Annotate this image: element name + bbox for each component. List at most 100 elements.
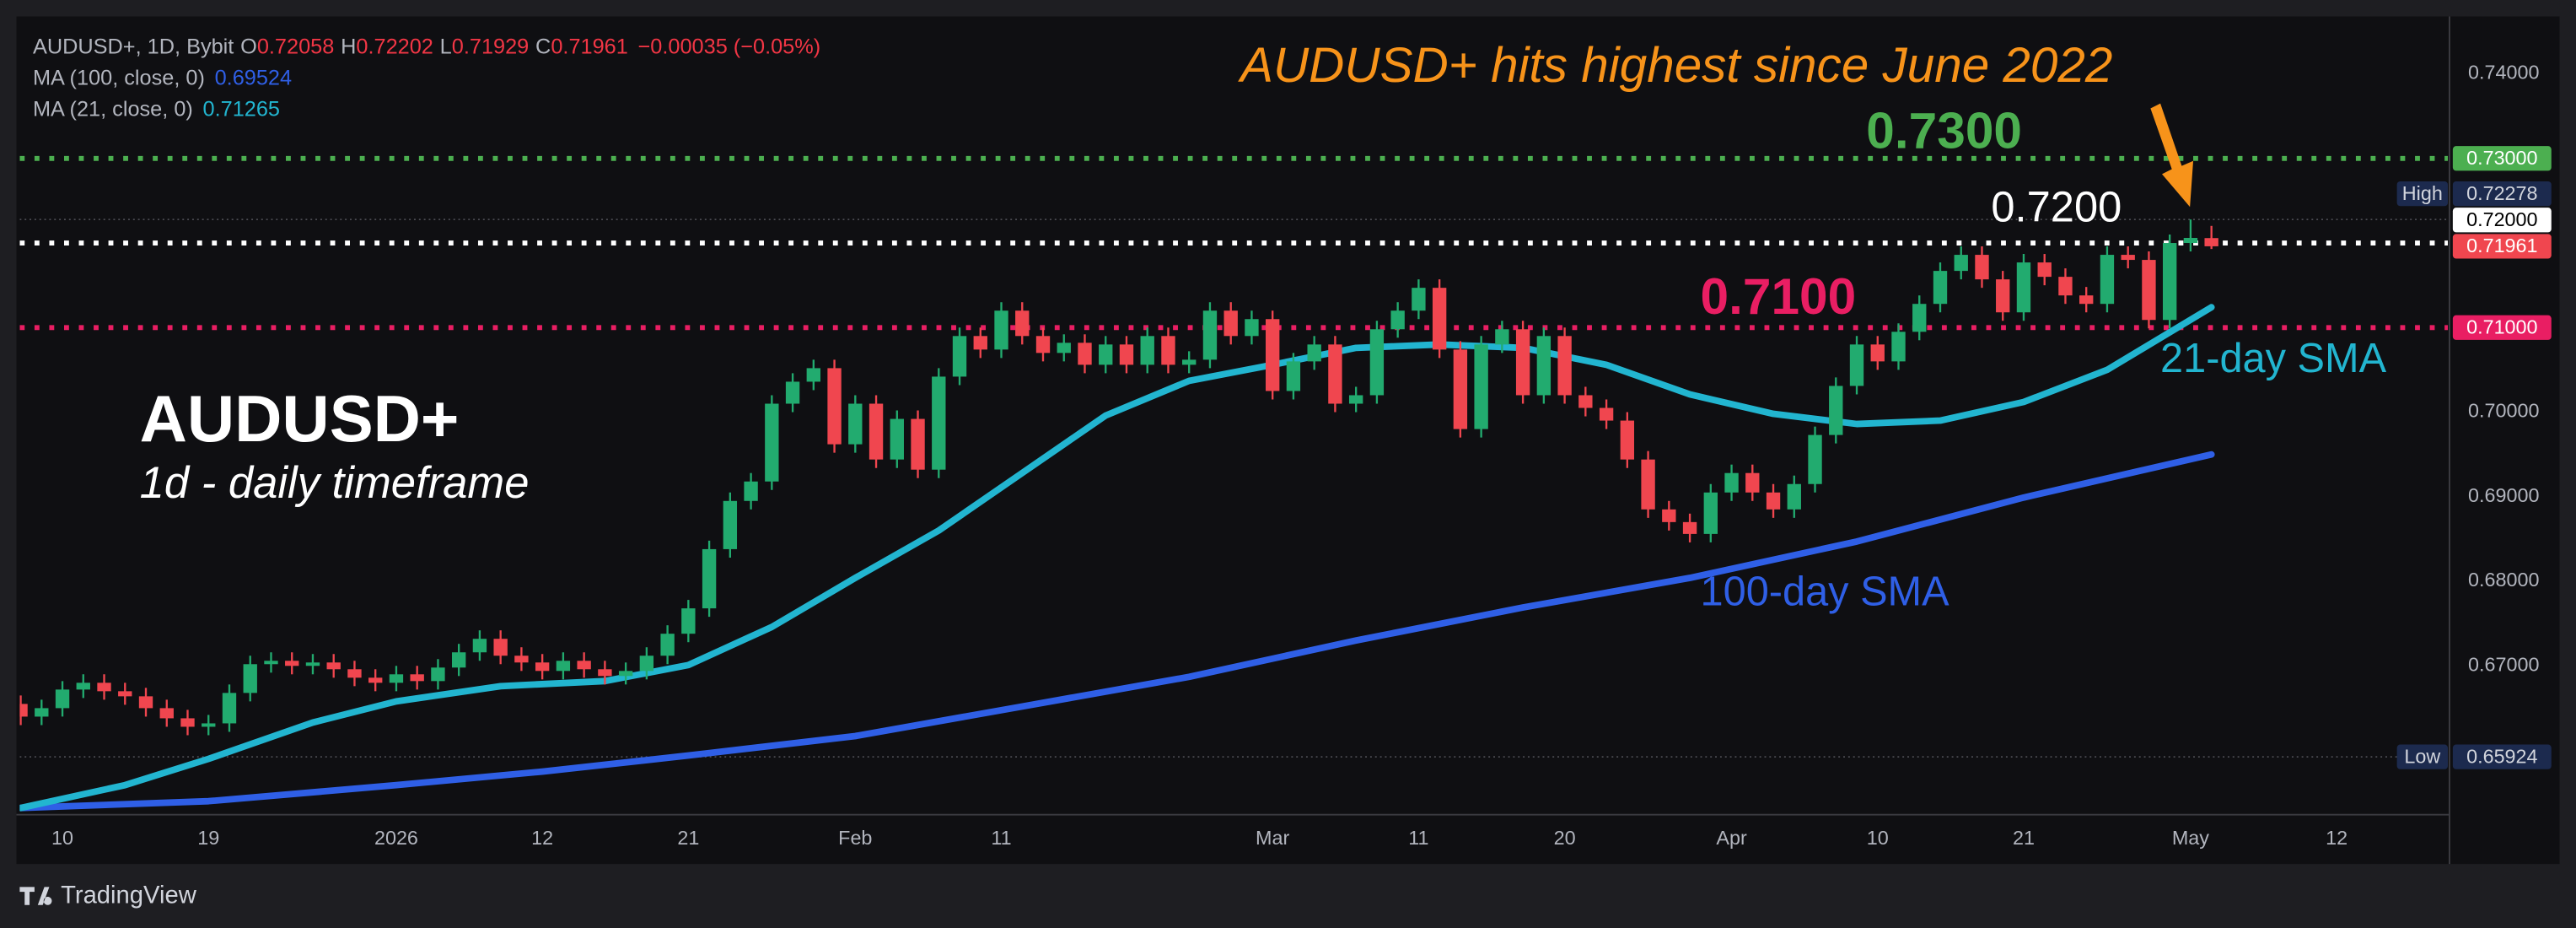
candle-body [1808, 434, 1822, 484]
candle-body [932, 376, 946, 470]
x-tick-label: 12 [2326, 827, 2347, 849]
x-tick-label: May [2172, 827, 2209, 849]
candle-body [890, 418, 904, 460]
candle-body [723, 500, 738, 549]
last-price-box-label: 0.71961 [2466, 235, 2537, 256]
candle-body [556, 661, 571, 672]
candle-body [1015, 310, 1030, 337]
candle-body [911, 418, 925, 470]
candle-body [1933, 271, 1948, 305]
legend-entry: MA (21, close, 0) 0.71265 [33, 97, 280, 121]
legend-name: MA (21, close, 0) [33, 97, 193, 121]
candle-body [1369, 329, 1385, 396]
x-tick-label: 20 [1554, 827, 1576, 849]
candle-body [1099, 344, 1113, 365]
low-value: 0.71929 [452, 35, 529, 58]
moving-average [19, 304, 2215, 812]
candle-body [493, 639, 508, 656]
x-tick-label: 10 [1867, 827, 1889, 849]
candle-body [952, 336, 967, 377]
candle-body [1432, 288, 1447, 350]
y-tick-label: 0.68000 [2468, 569, 2539, 591]
candle-body [1745, 472, 1760, 493]
high-label: H [341, 35, 356, 58]
legend-value: 0.69524 [215, 66, 292, 89]
level-price-box [2452, 146, 2552, 171]
x-tick-label: Feb [838, 827, 872, 849]
x-tick-label: 21 [677, 827, 699, 849]
candle-body [1140, 336, 1154, 365]
high-value: 0.72202 [356, 35, 433, 58]
level-annotation: 0.7200 [1991, 183, 2122, 231]
candle-body [1891, 332, 1906, 362]
candle-body [1412, 288, 1426, 311]
candle-body [472, 639, 487, 653]
candle-body [806, 368, 821, 382]
candle-body [180, 718, 195, 727]
level-price-box-label: 0.71000 [2466, 316, 2537, 337]
candle-body [1954, 255, 1968, 272]
candle-body [347, 669, 362, 678]
candle-body [1035, 336, 1051, 353]
candle-body [1286, 361, 1301, 391]
candle-body [1641, 459, 1655, 510]
candle-body [2100, 255, 2115, 305]
candle-body [702, 548, 717, 609]
candle-body [1495, 329, 1509, 345]
high-price-box-label: 0.72278 [2466, 182, 2537, 204]
change: −0.00035 (−0.05%) [638, 35, 821, 58]
candle-body [681, 608, 696, 634]
candle-body [389, 674, 404, 683]
candle-body [869, 403, 884, 460]
legend-entry: MA (100, close, 0) 0.69524 [33, 66, 292, 89]
candle-body [827, 368, 842, 445]
candle-body [1996, 279, 2010, 313]
candle-body [1161, 336, 1175, 365]
sma-annotation: 100-day SMA [1701, 569, 1950, 615]
candle-body [368, 677, 383, 683]
level-price-box [2452, 315, 2552, 340]
header-line: AUDUSD+, 1D, Bybit O0.72058 H0.72202 L0.719… [33, 35, 820, 58]
candle-body [535, 662, 550, 672]
candle-body [451, 652, 466, 668]
candle-body [1515, 329, 1530, 396]
candle-body [1453, 349, 1468, 429]
candle-body [1599, 407, 1614, 421]
x-tick-label: Apr [1716, 827, 1747, 849]
candle-body [1223, 310, 1238, 337]
candle-body [202, 723, 216, 727]
brand-logo [19, 887, 52, 905]
open-label: O [240, 35, 257, 58]
candle-body [1245, 319, 1259, 337]
candle-body [118, 691, 132, 697]
candle-body [97, 683, 111, 692]
candle-body [326, 662, 341, 670]
candle-body [2037, 262, 2052, 278]
candle-body [264, 661, 278, 665]
plot-area [19, 155, 2449, 812]
y-tick-label: 0.74000 [2468, 62, 2539, 84]
candle-body [1202, 310, 1218, 360]
candle-body [1682, 521, 1697, 534]
candle-body [1703, 492, 1718, 534]
candle-body [1620, 420, 1635, 460]
legend-name: MA (100, close, 0) [33, 66, 205, 89]
level-price-box-label: 0.72000 [2466, 208, 2537, 230]
low-price-box [2452, 744, 2552, 769]
symbol: AUDUSD+, 1D, Bybit [33, 35, 234, 58]
candle-body [1912, 304, 1927, 332]
candle-body [2183, 238, 2198, 244]
arrow [2150, 103, 2194, 208]
x-tick-label: 2026 [374, 827, 418, 849]
close-value: 0.71961 [551, 35, 627, 58]
candle-body [1390, 310, 1405, 330]
candle-body [1348, 395, 1363, 404]
x-tick-label: 12 [531, 827, 553, 849]
candle-body [2162, 243, 2177, 321]
candle-body [848, 403, 863, 445]
candle-body [1057, 343, 1071, 353]
price-tag-label: Low [2404, 745, 2440, 767]
candle-body [994, 310, 1008, 350]
scales: 0.74000 0.70000 0.69000 0.68000 0.67000 10 19 2… [51, 62, 2552, 849]
